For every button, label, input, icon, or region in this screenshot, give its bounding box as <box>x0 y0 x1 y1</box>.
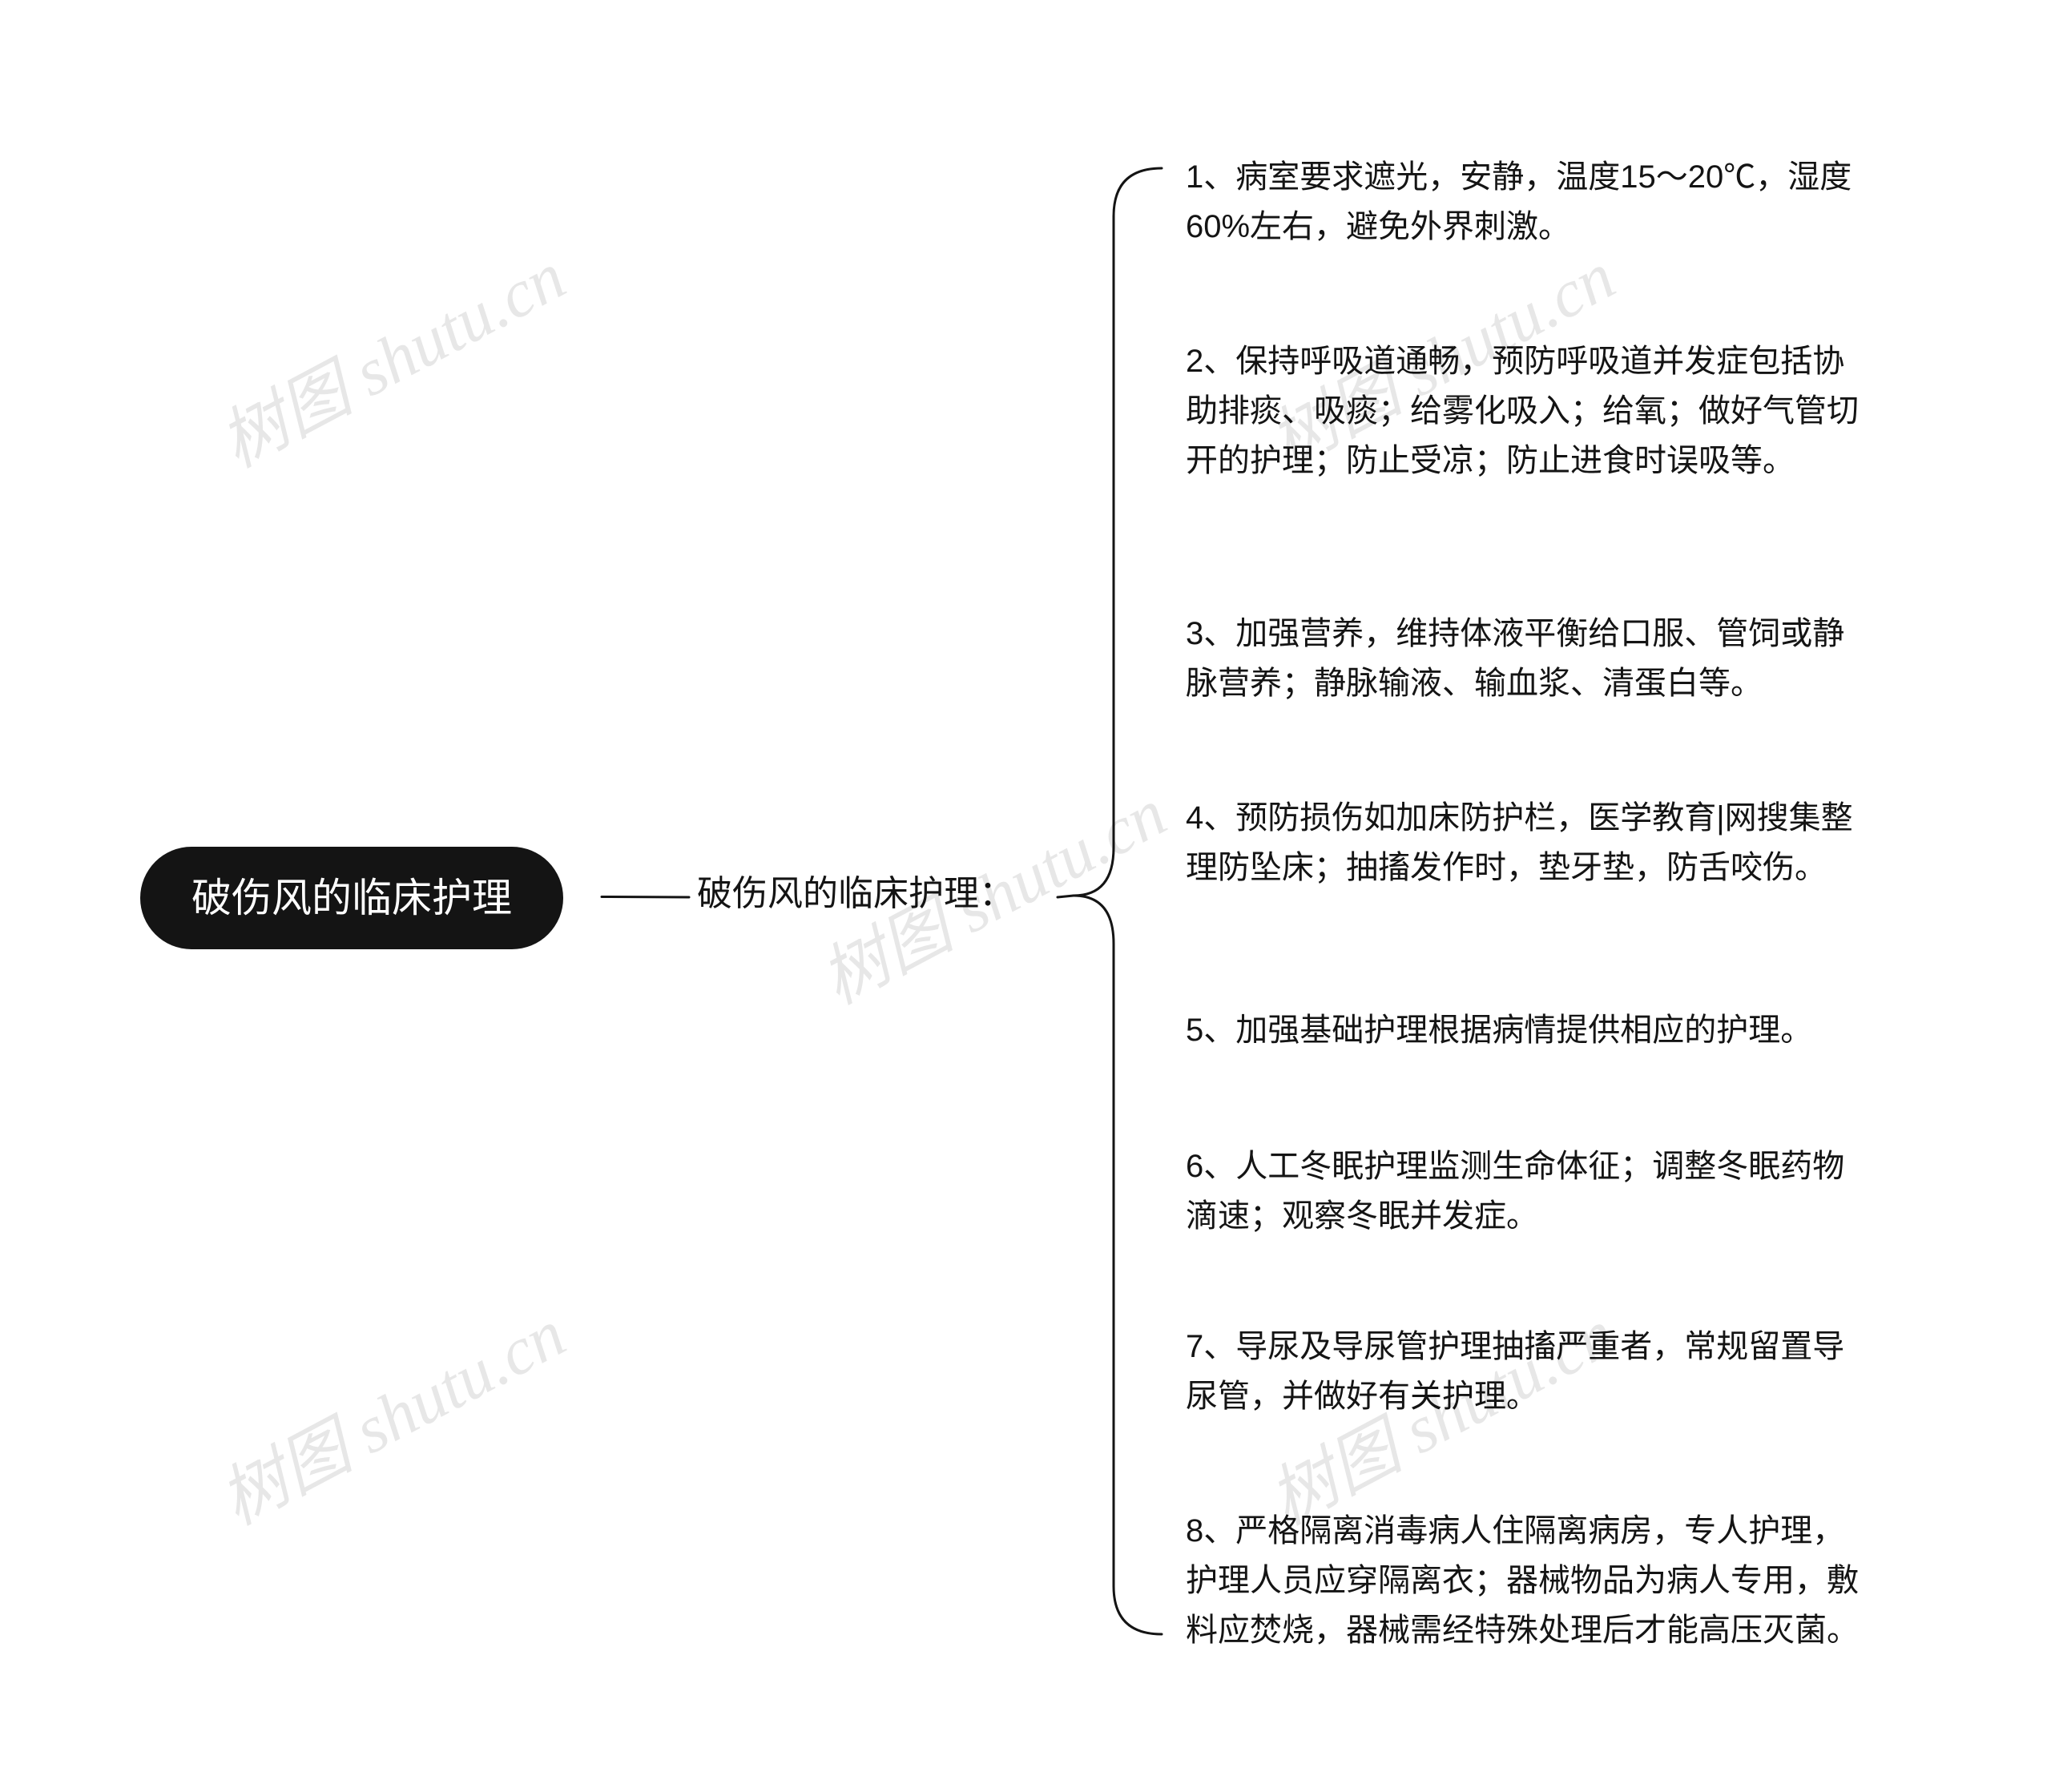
leaf-node-3: 3、加强营养，维持体液平衡给口服、管饲或静脉营养；静脉输液、输血浆、清蛋白等。 <box>1186 609 1875 708</box>
mindmap-canvas: { "diagram": { "type": "tree", "backgrou… <box>0 0 2051 1792</box>
leaf-node-6: 6、人工冬眠护理监测生命体征；调整冬眠药物滴速；观察冬眠并发症。 <box>1186 1142 1875 1241</box>
root-label: 破伤风的临床护理 <box>191 876 512 920</box>
leaf-label: 8、严格隔离消毒病人住隔离病房，专人护理，护理人员应穿隔离衣；器械物品为病人专用… <box>1186 1513 1859 1648</box>
leaf-label: 4、预防损伤如加床防护栏，医学教育|网搜集整理防坠床；抽搐发作时，垫牙垫，防舌咬… <box>1186 800 1853 885</box>
leaf-label: 6、人工冬眠护理监测生命体征；调整冬眠药物滴速；观察冬眠并发症。 <box>1186 1149 1844 1234</box>
root-node: 破伤风的临床护理 <box>140 847 563 949</box>
watermark-text: 树图 shutu.cn <box>200 223 579 486</box>
leaf-label: 1、病室要求遮光，安静，温度15～20℃，湿度60%左右，避免外界刺激。 <box>1186 159 1852 244</box>
leaf-node-1: 1、病室要求遮光，安静，温度15～20℃，湿度60%左右，避免外界刺激。 <box>1186 152 1875 252</box>
leaf-node-5: 5、加强基础护理根据病情提供相应的护理。 <box>1186 1005 1875 1055</box>
watermark-text: 树图 shutu.cn <box>200 1281 579 1544</box>
leaf-label: 5、加强基础护理根据病情提供相应的护理。 <box>1186 1013 1812 1048</box>
leaf-label: 3、加强营养，维持体液平衡给口服、管饲或静脉营养；静脉输液、输血浆、清蛋白等。 <box>1186 616 1844 701</box>
leaf-node-4: 4、预防损伤如加床防护栏，医学教育|网搜集整理防坠床；抽搐发作时，垫牙垫，防舌咬… <box>1186 793 1875 892</box>
